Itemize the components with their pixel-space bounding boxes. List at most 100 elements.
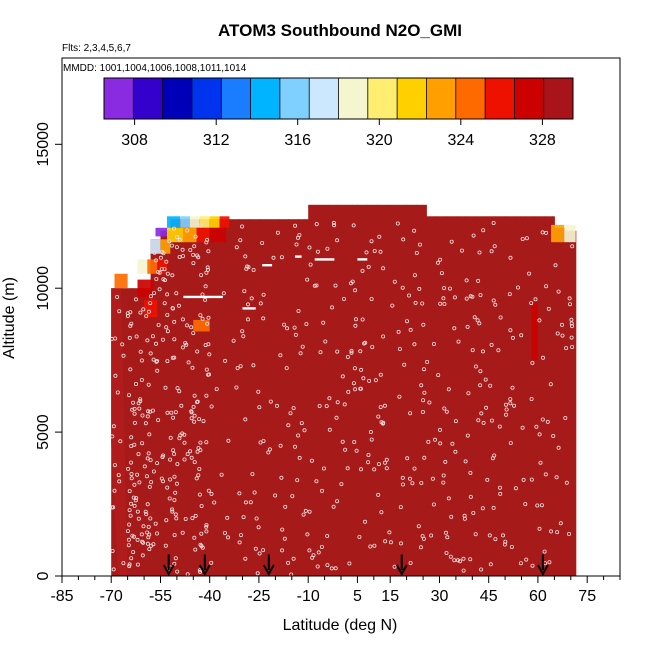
obs-point: [189, 325, 194, 330]
x-tick-label: 5: [353, 588, 362, 605]
obs-point: [540, 417, 545, 422]
obs-point: [148, 301, 153, 306]
obs-point: [184, 342, 189, 347]
obs-point: [253, 546, 258, 551]
obs-point: [138, 399, 143, 404]
obs-point: [319, 488, 324, 493]
y-axis: 0 5000 10000 15000: [35, 122, 62, 580]
obs-point: [473, 532, 478, 537]
anomaly-patch: [193, 319, 210, 332]
obs-point: [307, 245, 312, 250]
obs-point: [198, 223, 203, 228]
obs-point: [198, 313, 203, 318]
obs-point: [151, 357, 156, 362]
obs-point: [516, 285, 521, 290]
colorbar-swatch: [104, 78, 134, 119]
obs-point: [390, 303, 395, 308]
obs-point: [321, 466, 326, 471]
obs-point: [147, 532, 152, 537]
obs-point: [549, 529, 554, 534]
obs-point: [154, 531, 159, 536]
obs-point: [564, 480, 569, 485]
obs-point: [503, 539, 508, 544]
obs-point: [398, 541, 403, 546]
obs-point: [422, 390, 427, 395]
obs-point: [151, 469, 156, 474]
obs-point: [138, 397, 143, 402]
obs-point: [136, 516, 141, 521]
obs-point: [343, 447, 348, 452]
obs-point: [148, 351, 153, 356]
obs-point: [165, 271, 170, 276]
obs-point: [146, 451, 151, 456]
obs-point: [432, 437, 437, 442]
curtain-column: [219, 219, 230, 576]
obs-point: [273, 493, 278, 498]
obs-point: [400, 285, 405, 290]
obs-point: [342, 402, 347, 407]
obs-point: [134, 334, 139, 339]
obs-point: [136, 452, 141, 457]
obs-point: [175, 234, 180, 239]
obs-point: [121, 353, 126, 358]
obs-point: [319, 545, 324, 550]
obs-point: [465, 433, 470, 438]
obs-point: [168, 477, 173, 482]
obs-point: [291, 556, 296, 561]
obs-point: [139, 358, 144, 363]
curtain-column: [377, 204, 388, 577]
obs-point: [404, 319, 409, 324]
obs-point: [144, 474, 149, 479]
obs-point: [243, 254, 248, 259]
obs-point: [165, 329, 170, 334]
anomaly-patch: [137, 259, 148, 274]
obs-point: [477, 250, 482, 255]
obs-point: [464, 296, 469, 301]
obs-point: [164, 518, 169, 523]
obs-point: [537, 432, 542, 437]
obs-point: [203, 297, 208, 302]
obs-point: [341, 296, 346, 301]
obs-point: [267, 447, 272, 452]
obs-point: [243, 500, 248, 505]
obs-point: [140, 553, 145, 558]
obs-point: [357, 535, 362, 540]
anomaly-patch: [209, 216, 220, 228]
obs-point: [193, 547, 198, 552]
obs-point: [378, 372, 383, 377]
anomaly-patch: [183, 227, 197, 243]
obs-point: [414, 250, 419, 255]
obs-point: [177, 254, 182, 259]
obs-point: [335, 349, 340, 354]
obs-point: [421, 322, 426, 327]
obs-point: [172, 498, 177, 503]
obs-point: [200, 545, 205, 550]
curtain-column: [150, 239, 161, 577]
colorbar-tick-label: 308: [121, 132, 148, 149]
obs-point: [470, 294, 475, 299]
obs-point: [191, 331, 196, 336]
colorbar-swatch: [543, 78, 574, 119]
arrow-head: [162, 564, 175, 577]
obs-point: [509, 545, 514, 550]
colorbar-swatch: [162, 78, 193, 119]
obs-point: [446, 496, 451, 501]
obs-point: [174, 291, 179, 296]
obs-point: [165, 292, 170, 297]
obs-point: [139, 532, 144, 537]
obs-point: [143, 509, 148, 514]
obs-point: [466, 391, 471, 396]
obs-point: [314, 222, 319, 227]
obs-point: [204, 393, 209, 398]
obs-point: [376, 414, 381, 419]
obs-point: [158, 255, 163, 260]
obs-point: [193, 513, 198, 518]
curtain-field: [111, 204, 577, 577]
obs-point: [275, 230, 280, 235]
obs-point: [261, 438, 266, 443]
obs-point: [134, 496, 139, 501]
obs-point: [192, 393, 197, 398]
obs-point: [489, 342, 494, 347]
obs-point: [206, 488, 211, 493]
obs-point: [195, 253, 200, 258]
